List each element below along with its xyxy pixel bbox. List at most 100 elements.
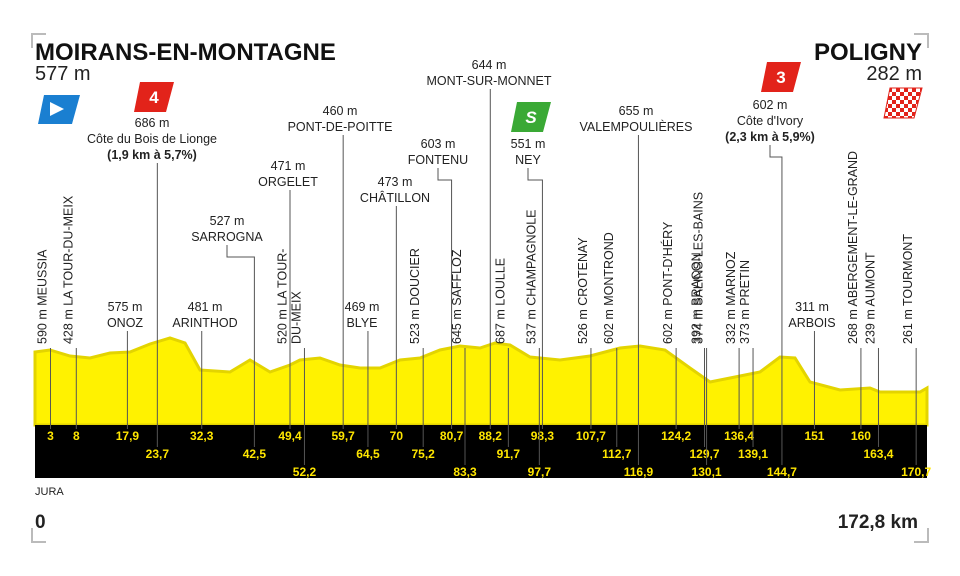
waypoint-label: 261 m TOURMONT xyxy=(901,234,915,344)
waypoint-label: 602 m MONTROND xyxy=(602,232,616,344)
climb-category: 3 xyxy=(776,68,785,87)
waypoint-label: 537 m CHAMPAGNOLE xyxy=(524,209,538,344)
waypoint-label: 332 m MARNOZ xyxy=(724,251,738,344)
start-name: MOIRANS-EN-MONTAGNE xyxy=(35,39,336,66)
sprint-icon xyxy=(511,102,551,132)
waypoint-label: MONT-SUR-MONNET xyxy=(427,74,552,88)
waypoint-label: 428 m LA TOUR-DU-MEIX xyxy=(61,195,75,344)
km-label: 116,9 xyxy=(624,465,654,479)
km-label: 97,7 xyxy=(528,465,552,479)
km-label: 136,4 xyxy=(724,429,754,443)
km-label: 91,7 xyxy=(497,447,521,461)
waypoint-label: 473 m xyxy=(378,175,413,189)
km-label: 88,2 xyxy=(479,429,503,443)
waypoint-label: 551 m xyxy=(511,137,546,151)
waypoint-label: Côte d'Ivory xyxy=(737,114,804,128)
km-label: 64,5 xyxy=(356,447,380,461)
climb-icon xyxy=(134,82,174,112)
climb-icon xyxy=(761,62,801,92)
waypoint-label: (2,3 km à 5,9%) xyxy=(725,130,815,144)
waypoint-label: 644 m xyxy=(472,58,507,72)
waypoint-label: 523 m DOUCIER xyxy=(408,248,422,344)
waypoint-label: FONTENU xyxy=(408,153,468,167)
waypoint-label: CHÂTILLON xyxy=(360,190,430,205)
leader-line xyxy=(226,245,255,447)
km-label: 112,7 xyxy=(602,447,632,461)
waypoint-label: 655 m xyxy=(619,104,654,118)
waypoint-label: 526 m CROTENAY xyxy=(576,237,590,344)
waypoint-label: BLYE xyxy=(346,316,377,330)
km-label: 98,3 xyxy=(531,429,555,443)
waypoint-label: 602 m xyxy=(753,98,788,112)
waypoint-label: 268 m ABERGEMENT-LE-GRAND xyxy=(846,151,860,344)
waypoint-label: 686 m xyxy=(135,116,170,130)
waypoint-label: SARROGNA xyxy=(191,230,263,244)
km-label: 17,9 xyxy=(116,429,140,443)
waypoint-label: 239 m AUMONT xyxy=(863,252,877,344)
km-label: 52,2 xyxy=(293,465,317,479)
km-label: 129,7 xyxy=(689,447,719,461)
km-label: 8 xyxy=(73,429,80,443)
waypoint-label: 311 m xyxy=(795,300,829,314)
waypoint-label: 469 m xyxy=(345,300,380,314)
waypoint-label: (1,9 km à 5,7%) xyxy=(107,148,197,162)
sprint-label: S xyxy=(525,108,537,127)
km-label: 160 xyxy=(851,429,871,443)
km-label: 124,2 xyxy=(661,429,691,443)
waypoint-label: 373 m PRETIN xyxy=(738,260,752,344)
km-label: 139,1 xyxy=(738,447,768,461)
waypoint-label: ARBOIS xyxy=(788,316,835,330)
waypoint-label: ONOZ xyxy=(107,316,143,330)
waypoint-label: 645 m SAFFLOZ xyxy=(450,249,464,344)
start-altitude: 577 m xyxy=(35,63,91,85)
km-label: 170,7 xyxy=(901,465,931,479)
climb-category: 4 xyxy=(149,88,159,107)
km-label: 32,3 xyxy=(190,429,214,443)
waypoint-label: NEY xyxy=(515,153,541,167)
km-label: 151 xyxy=(804,429,824,443)
leader-line xyxy=(769,145,783,465)
waypoint-label: 392 m BRACON xyxy=(690,252,704,344)
waypoint-label: ORGELET xyxy=(258,175,318,189)
km-label: 3 xyxy=(47,429,54,443)
km-label: 163,4 xyxy=(863,447,893,461)
km-label: 70 xyxy=(390,429,404,443)
km-label: 59,7 xyxy=(331,429,355,443)
km-label: 75,2 xyxy=(412,447,436,461)
km-label: 107,7 xyxy=(576,429,606,443)
waypoint-label: 471 m xyxy=(271,159,306,173)
leader-line xyxy=(437,168,453,429)
km-label: 83,3 xyxy=(453,465,477,479)
region: JURA xyxy=(35,486,64,498)
waypoint-label: 460 m xyxy=(323,104,358,118)
waypoint-label: DU-MEIX xyxy=(289,291,303,344)
waypoint-label: 590 m MEUSSIA xyxy=(35,249,49,344)
km-label: 130,1 xyxy=(692,465,722,479)
waypoint-label: 603 m xyxy=(421,137,456,151)
leader-line xyxy=(527,168,543,429)
km-label: 49,4 xyxy=(278,429,302,443)
waypoint-label: 527 m xyxy=(210,214,245,228)
waypoint-label: 687 m LOULLE xyxy=(493,258,507,344)
waypoint-label: 481 m xyxy=(188,300,223,314)
waypoint-label: 374 m SALINS-LES-BAINS xyxy=(692,192,706,344)
finish-altitude: 282 m xyxy=(866,63,922,85)
end-km: 172,8 km xyxy=(838,512,918,533)
waypoint-label: 575 m xyxy=(108,300,143,314)
km-label: 144,7 xyxy=(767,465,797,479)
waypoint-label: Côte du Bois de Lionge xyxy=(87,132,217,146)
start-arrow xyxy=(50,102,64,116)
waypoint-label: VALEMPOULIÈRES xyxy=(579,119,692,134)
waypoint-label: ARINTHOD xyxy=(172,316,237,330)
waypoint-label: PONT-DE-POITTE xyxy=(288,120,393,134)
waypoint-label: 602 m PONT-D'HÉRY xyxy=(660,221,675,344)
km-label: 23,7 xyxy=(146,447,170,461)
finish-flag xyxy=(883,87,923,119)
finish-name: POLIGNY xyxy=(814,39,922,66)
start-km: 0 xyxy=(35,512,46,533)
waypoint-label: 520 m LA TOUR- xyxy=(275,249,289,344)
km-label: 42,5 xyxy=(243,447,267,461)
